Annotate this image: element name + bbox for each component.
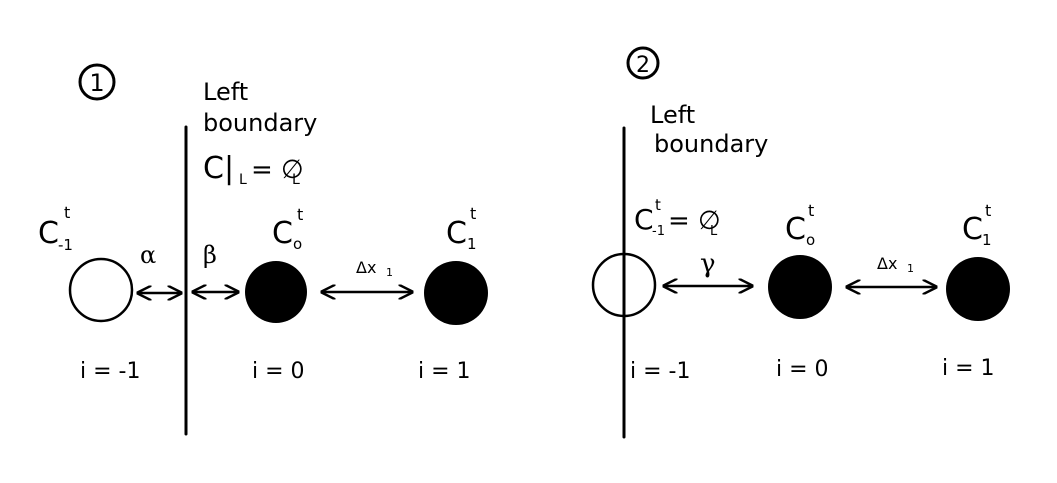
node-label-C: C	[962, 212, 983, 247]
index-label: i = -1	[630, 359, 690, 384]
node-1-panel1: C t 1 i = 1	[418, 204, 488, 384]
node-superscript: t	[470, 204, 476, 223]
panel-2: 2 Left boundary C t -1 = ∅ L i = -1 γ C …	[591, 46, 1010, 439]
node-subscript: -1	[58, 236, 73, 254]
ghost-eq-sub: L	[710, 224, 718, 239]
dx-label: Δx	[877, 254, 897, 273]
ghost-eq: = ∅	[668, 206, 721, 236]
boundary-label-line1-1: Left	[203, 78, 248, 106]
dx-label: Δx	[356, 258, 376, 277]
boundary-label-line1-2: Left	[650, 101, 695, 129]
boundary-label-line2-2: boundary	[654, 130, 768, 158]
alpha-label: α	[140, 241, 156, 269]
boundary-condition-1: C|	[203, 151, 234, 186]
node-1-panel2: C t 1 i = 1	[942, 201, 1010, 381]
panel-2-number-circle	[626, 46, 660, 80]
node-superscript: t	[985, 201, 991, 220]
dx-sub: 1	[386, 266, 393, 279]
node-label-C: C	[634, 203, 654, 236]
node-subscript: -1	[652, 224, 665, 239]
index-label: i = 1	[942, 356, 995, 381]
boundary-condition-sub-1: L	[239, 172, 247, 188]
boundary-label-line2-1: boundary	[203, 109, 317, 137]
node-label-C: C	[272, 216, 293, 251]
node-superscript: t	[297, 205, 303, 224]
node-minus1-panel2: C t -1 = ∅ L i = -1	[591, 196, 721, 384]
node-minus1-panel1: C t -1 i = -1	[38, 203, 140, 384]
node-label-C: C	[785, 212, 806, 247]
node-label-C: C	[38, 216, 59, 251]
node-subscript: 1	[982, 231, 992, 249]
filled-node	[424, 261, 488, 325]
node-0-panel2: C t o i = 0	[768, 201, 832, 382]
ghost-node	[68, 257, 134, 323]
boundary-condition-eq-1: = ∅	[251, 155, 304, 185]
beta-label: β	[203, 241, 217, 269]
node-subscript: 1	[467, 235, 477, 253]
panel-1: 1 Left boundary C| L = ∅ L C t -1 i = -1…	[38, 63, 488, 436]
node-superscript: t	[64, 203, 70, 222]
index-label: i = 0	[252, 359, 305, 384]
panel-1-number-circle	[78, 63, 116, 101]
index-label: i = 1	[418, 359, 471, 384]
dx-sub: 1	[907, 262, 914, 275]
boundary-condition-eq-sub-1: L	[292, 172, 300, 188]
node-subscript: o	[806, 231, 815, 249]
index-label: i = 0	[776, 357, 829, 382]
node-0-panel1: C t o i = 0	[245, 205, 307, 384]
node-superscript: t	[655, 196, 661, 214]
gamma-label: γ	[700, 249, 716, 279]
ghost-node	[591, 252, 657, 318]
node-superscript: t	[808, 201, 814, 220]
panel-1-number: 1	[89, 69, 104, 97]
node-subscript: o	[293, 235, 302, 253]
index-label: i = -1	[80, 359, 140, 384]
filled-node	[768, 255, 832, 319]
filled-node	[245, 261, 307, 323]
filled-node	[946, 257, 1010, 321]
panel-2-number: 2	[636, 53, 650, 78]
node-label-C: C	[446, 216, 467, 251]
